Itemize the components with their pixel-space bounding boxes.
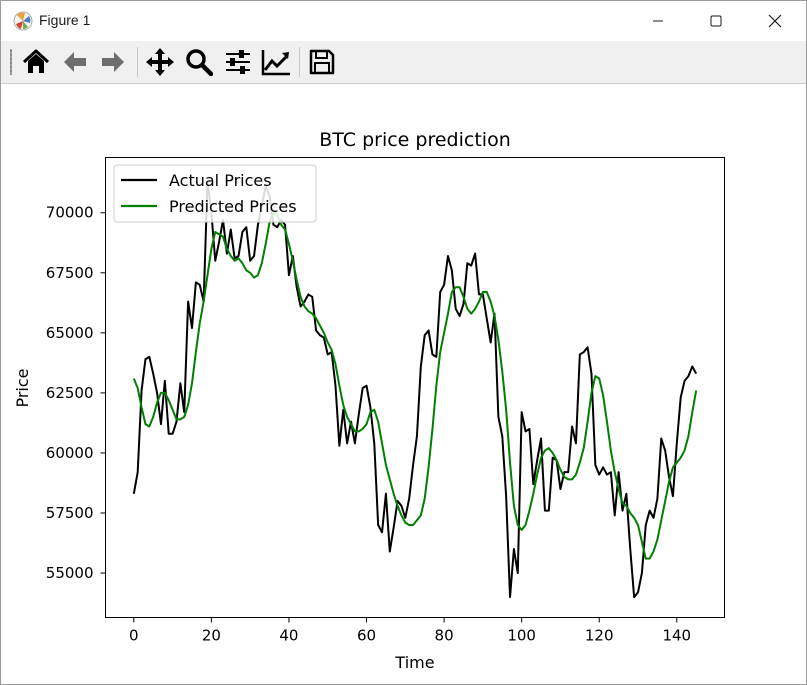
minimize-button[interactable] xyxy=(629,1,687,41)
navigation-toolbar xyxy=(1,41,806,84)
series-line-predicted xyxy=(132,211,698,560)
y-tick-label: 65000 xyxy=(46,324,94,342)
x-tick-label: 60 xyxy=(357,627,376,645)
legend-box xyxy=(113,164,317,223)
legend-label-predicted: Predicted Prices xyxy=(169,197,297,216)
x-tick-label: 80 xyxy=(435,627,454,645)
chart-figure: BTC price prediction 0 20 40 60 80 100 120 140 … xyxy=(13,129,725,672)
matplotlib-app-icon xyxy=(13,11,33,31)
maximize-button[interactable] xyxy=(687,1,745,41)
home-button[interactable] xyxy=(19,45,53,79)
close-icon xyxy=(768,14,782,28)
maximize-icon xyxy=(710,15,722,27)
y-tick-label: 67500 xyxy=(46,264,94,282)
close-button[interactable] xyxy=(746,1,804,41)
x-axis-ticks: 0 20 40 60 80 100 120 140 xyxy=(129,617,691,645)
x-tick-label: 120 xyxy=(585,627,614,645)
pan-icon xyxy=(146,48,174,76)
legend: Actual Prices Predicted Prices xyxy=(113,164,317,223)
edit-axis-icon xyxy=(261,50,290,76)
x-tick-label: 40 xyxy=(279,627,298,645)
edit-axis-button[interactable] xyxy=(259,45,293,79)
configure-subplots-icon xyxy=(226,50,250,74)
legend-label-actual: Actual Prices xyxy=(169,171,272,190)
y-tick-label: 62500 xyxy=(46,384,94,402)
x-tick-label: 100 xyxy=(507,627,536,645)
forward-button[interactable] xyxy=(96,45,130,79)
x-axis-label: Time xyxy=(394,653,434,672)
zoom-button[interactable] xyxy=(182,45,216,79)
save-icon xyxy=(309,49,335,75)
toolbar-separator xyxy=(137,47,138,77)
save-button[interactable] xyxy=(305,45,339,79)
y-axis-label: Price xyxy=(13,368,32,407)
minimize-icon xyxy=(653,20,663,22)
title-bar[interactable]: Figure 1 xyxy=(1,1,806,41)
x-tick-label: 20 xyxy=(202,627,221,645)
zoom-icon xyxy=(186,49,213,76)
pan-button[interactable] xyxy=(143,45,177,79)
y-axis-ticks: 55000 57500 60000 62500 65000 67500 70000 xyxy=(46,204,106,582)
x-tick-label: 0 xyxy=(129,627,139,645)
back-button[interactable] xyxy=(58,45,92,79)
series-line-actual xyxy=(132,180,698,599)
window-title: Figure 1 xyxy=(39,12,91,28)
plot-lines xyxy=(132,180,698,599)
plot-area-frame xyxy=(105,157,725,618)
toolbar-separator xyxy=(299,47,300,77)
chart-title: BTC price prediction xyxy=(319,129,510,151)
y-tick-label: 57500 xyxy=(46,504,94,522)
y-tick-label: 55000 xyxy=(46,564,94,582)
y-tick-label: 60000 xyxy=(46,444,94,462)
x-tick-label: 140 xyxy=(662,627,691,645)
back-arrow-icon xyxy=(64,52,86,72)
figure-canvas[interactable]: BTC price prediction 0 20 40 60 80 100 120 140 … xyxy=(1,84,806,684)
forward-arrow-icon xyxy=(102,52,124,72)
home-icon xyxy=(22,49,50,73)
y-tick-label: 70000 xyxy=(46,204,94,222)
configure-subplots-button[interactable] xyxy=(221,45,255,79)
toolbar-grip[interactable] xyxy=(10,49,12,75)
